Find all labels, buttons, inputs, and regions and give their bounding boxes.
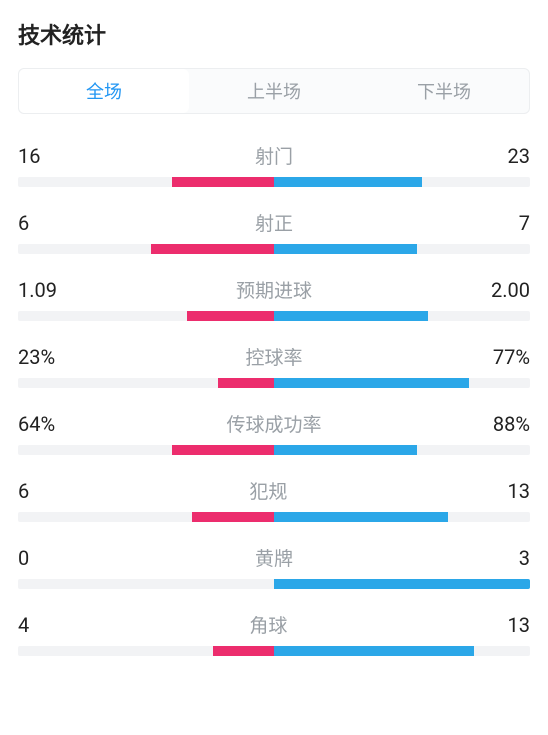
stat-labels: 23% 控球率 77% — [18, 343, 530, 370]
stat-right-value: 2.00 — [491, 278, 530, 302]
stat-left-value: 0 — [18, 546, 29, 570]
stat-right-value: 13 — [508, 479, 530, 503]
stat-labels: 6 犯规 13 — [18, 477, 530, 504]
stat-bar-left — [218, 378, 274, 388]
stat-left-value: 1.09 — [18, 278, 57, 302]
stat-name: 射正 — [255, 209, 293, 236]
stat-bar-right — [274, 244, 417, 254]
stat-bar-right — [274, 445, 417, 455]
stat-right-value: 88% — [493, 412, 530, 436]
stats-list: 16 射门 23 6 射正 7 1.09 预期进球 2.00 23% 控球率 77% 64% 传球成功率 8… — [18, 142, 530, 656]
stat-bar-track — [18, 445, 530, 455]
stat-name: 黄牌 — [255, 544, 293, 571]
stat-row: 64% 传球成功率 88% — [18, 410, 530, 455]
tab-2[interactable]: 下半场 — [359, 69, 529, 113]
tab-label: 下半场 — [417, 78, 471, 104]
stat-labels: 4 角球 13 — [18, 611, 530, 638]
stat-bar-left — [172, 445, 274, 455]
stat-left-value: 6 — [18, 479, 29, 503]
stat-right-value: 77% — [493, 345, 530, 369]
period-tabs: 全场 上半场 下半场 — [18, 68, 530, 114]
stat-bar-left — [192, 512, 274, 522]
page-title: 技术统计 — [18, 18, 530, 50]
tab-label: 全场 — [86, 78, 122, 104]
stat-labels: 0 黄牌 3 — [18, 544, 530, 571]
stat-bar-left — [213, 646, 274, 656]
stat-name: 传球成功率 — [226, 410, 321, 437]
stat-row: 4 角球 13 — [18, 611, 530, 656]
stat-row: 16 射门 23 — [18, 142, 530, 187]
stat-bar-left — [151, 244, 274, 254]
stat-row: 6 射正 7 — [18, 209, 530, 254]
stat-bar-right — [274, 378, 469, 388]
stat-bar-right — [274, 579, 530, 589]
tab-1[interactable]: 上半场 — [189, 69, 359, 113]
stat-labels: 64% 传球成功率 88% — [18, 410, 530, 437]
stat-bar-right — [274, 177, 422, 187]
stat-name: 犯规 — [249, 477, 287, 504]
stat-name: 预期进球 — [236, 276, 312, 303]
stat-bar-track — [18, 177, 530, 187]
stat-bar-right — [274, 512, 448, 522]
stat-bar-right — [274, 311, 428, 321]
stat-left-value: 23% — [18, 345, 55, 369]
stat-bar-track — [18, 378, 530, 388]
stat-left-value: 64% — [18, 412, 55, 436]
stat-right-value: 3 — [519, 546, 530, 570]
stat-name: 角球 — [249, 611, 287, 638]
stat-left-value: 6 — [18, 211, 29, 235]
stat-bar-track — [18, 646, 530, 656]
stat-bar-left — [187, 311, 274, 321]
stat-bar-track — [18, 512, 530, 522]
stat-row: 23% 控球率 77% — [18, 343, 530, 388]
stat-labels: 16 射门 23 — [18, 142, 530, 169]
stat-right-value: 23 — [508, 144, 530, 168]
stat-right-value: 13 — [508, 613, 530, 637]
stat-row: 6 犯规 13 — [18, 477, 530, 522]
tab-0[interactable]: 全场 — [19, 69, 189, 113]
tab-label: 上半场 — [247, 78, 301, 104]
stat-bar-right — [274, 646, 474, 656]
stat-bar-track — [18, 311, 530, 321]
stat-left-value: 4 — [18, 613, 29, 637]
stats-panel: 技术统计 全场 上半场 下半场 16 射门 23 6 射正 7 1.09 预期进球 2.00 23% 控… — [0, 0, 548, 656]
stat-bar-left — [172, 177, 274, 187]
stat-left-value: 16 — [18, 144, 40, 168]
stat-bar-track — [18, 244, 530, 254]
stat-row: 0 黄牌 3 — [18, 544, 530, 589]
stat-labels: 1.09 预期进球 2.00 — [18, 276, 530, 303]
stat-row: 1.09 预期进球 2.00 — [18, 276, 530, 321]
stat-name: 控球率 — [245, 343, 302, 370]
stat-right-value: 7 — [519, 211, 530, 235]
stat-bar-track — [18, 579, 530, 589]
stat-labels: 6 射正 7 — [18, 209, 530, 236]
stat-name: 射门 — [255, 142, 293, 169]
